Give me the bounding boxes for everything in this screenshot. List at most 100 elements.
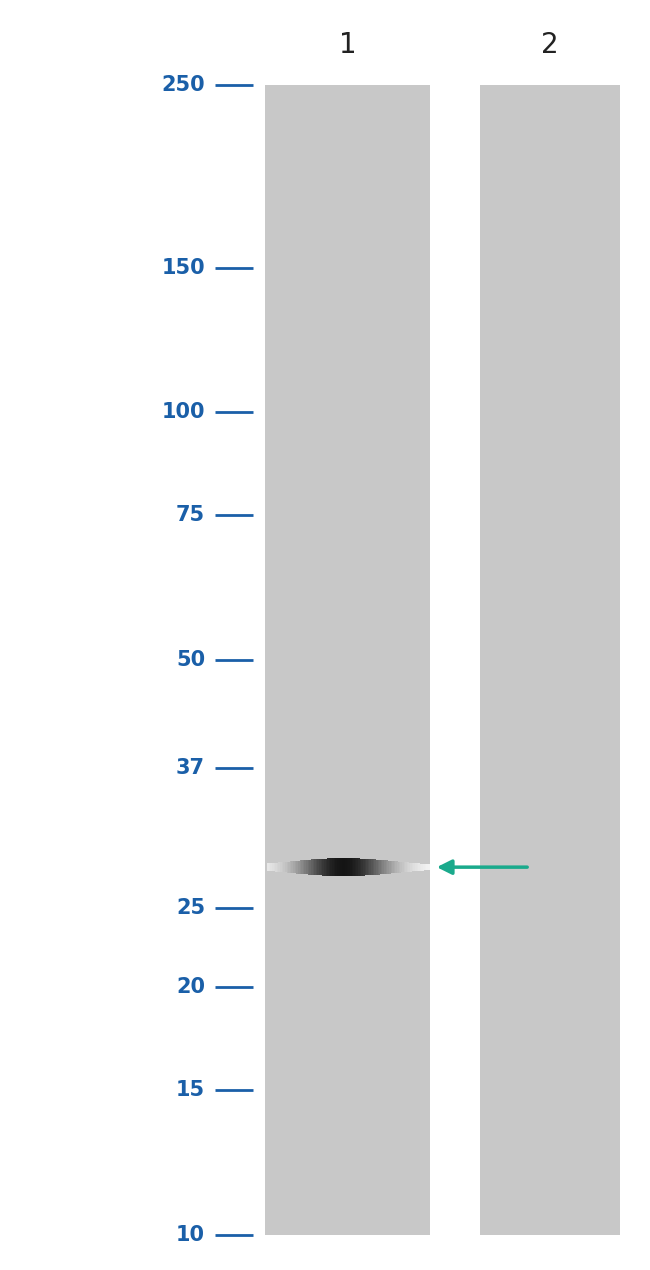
Bar — [346, 859, 349, 876]
Bar — [376, 860, 378, 875]
Bar — [381, 860, 383, 874]
Bar — [294, 861, 297, 874]
Bar — [421, 864, 424, 870]
Bar — [320, 859, 323, 875]
Bar — [368, 859, 370, 875]
Bar — [365, 859, 367, 875]
Text: 1: 1 — [339, 30, 356, 58]
Bar — [330, 859, 333, 876]
Text: 10: 10 — [176, 1226, 205, 1245]
Bar — [428, 865, 430, 870]
Bar — [358, 859, 360, 876]
Bar — [275, 862, 278, 871]
Bar — [283, 862, 285, 872]
Bar — [356, 859, 359, 876]
Text: 25: 25 — [176, 898, 205, 918]
Bar — [402, 862, 404, 872]
Bar — [324, 859, 326, 876]
Bar — [291, 861, 294, 872]
Bar — [424, 864, 427, 870]
Bar — [280, 862, 282, 872]
Bar — [350, 859, 352, 876]
Bar — [348, 859, 350, 876]
Bar — [385, 861, 388, 874]
Bar — [426, 864, 428, 870]
Bar — [306, 860, 308, 875]
Bar — [353, 859, 356, 876]
Bar — [355, 859, 357, 876]
Bar — [397, 861, 399, 872]
Bar — [285, 862, 287, 872]
Bar — [281, 862, 284, 872]
Bar — [404, 862, 406, 872]
Bar — [423, 864, 425, 870]
Bar — [313, 860, 315, 875]
Bar — [314, 860, 317, 875]
Text: 37: 37 — [176, 758, 205, 777]
Bar — [316, 859, 318, 875]
Bar — [309, 860, 311, 875]
Bar — [300, 861, 302, 874]
Bar — [384, 860, 386, 874]
Bar — [267, 864, 269, 871]
Text: 50: 50 — [176, 650, 205, 671]
Bar — [408, 862, 411, 871]
Bar — [363, 859, 365, 875]
Bar — [293, 861, 295, 874]
Bar — [303, 860, 305, 874]
Bar — [298, 861, 300, 874]
Bar — [342, 859, 344, 876]
Text: 20: 20 — [176, 978, 205, 997]
Bar — [288, 861, 291, 872]
Bar — [352, 859, 354, 876]
Bar — [400, 862, 402, 872]
Text: 250: 250 — [161, 75, 205, 95]
Bar — [378, 860, 380, 875]
Bar — [366, 859, 369, 875]
Bar — [418, 864, 421, 871]
Bar — [340, 859, 343, 876]
Bar — [369, 859, 372, 875]
Text: 75: 75 — [176, 505, 205, 525]
Bar — [317, 859, 320, 875]
Bar — [343, 859, 346, 876]
Bar — [339, 859, 341, 876]
Bar — [398, 861, 401, 872]
Bar — [307, 860, 310, 875]
Bar — [382, 860, 385, 874]
Bar — [337, 859, 339, 876]
Bar — [326, 859, 328, 876]
Bar — [389, 861, 391, 874]
Bar — [361, 859, 363, 876]
Bar — [379, 860, 382, 875]
Bar — [270, 864, 272, 871]
Bar — [410, 862, 412, 871]
Bar — [480, 85, 620, 1234]
Bar — [392, 861, 395, 874]
Bar — [335, 859, 337, 876]
Bar — [322, 859, 324, 875]
Text: 150: 150 — [161, 258, 205, 278]
Bar — [391, 861, 393, 874]
Bar — [411, 862, 414, 871]
Bar — [311, 860, 313, 875]
Bar — [274, 862, 276, 871]
Text: 15: 15 — [176, 1081, 205, 1100]
Bar — [417, 864, 419, 871]
Bar — [374, 860, 376, 875]
Bar — [371, 860, 373, 875]
Bar — [394, 861, 396, 872]
Bar — [277, 862, 279, 871]
Bar — [333, 859, 336, 876]
Bar — [278, 862, 281, 871]
Bar — [301, 860, 304, 874]
Bar — [304, 860, 307, 874]
Bar — [405, 862, 408, 872]
Bar — [319, 859, 321, 875]
Bar — [359, 859, 362, 876]
Bar — [372, 860, 375, 875]
Text: 2: 2 — [541, 30, 559, 58]
Bar — [332, 859, 334, 876]
Bar — [329, 859, 331, 876]
Bar — [345, 859, 347, 876]
